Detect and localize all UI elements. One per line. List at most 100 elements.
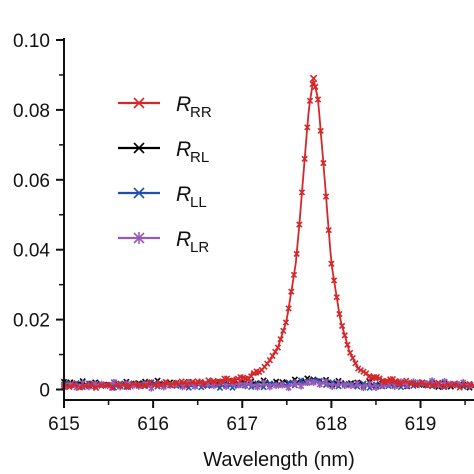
marker-stroke <box>133 187 145 199</box>
y-tick-label: 0.02 <box>13 311 50 332</box>
data-point <box>325 226 332 234</box>
legend-entry-r-rr: RRR <box>118 93 212 121</box>
x-tick-label: 616 <box>137 414 169 435</box>
marker-stroke <box>445 381 453 389</box>
marker-stroke <box>157 381 164 389</box>
data-point <box>316 380 323 388</box>
marker-stroke <box>194 378 201 385</box>
marker-stroke <box>178 378 185 385</box>
data-point <box>341 332 348 339</box>
data-point <box>162 378 169 385</box>
data-point <box>108 384 116 392</box>
plot-area <box>60 74 474 392</box>
marker-stroke <box>395 380 402 387</box>
marker-stroke <box>92 384 100 392</box>
series-line <box>63 78 474 390</box>
marker-stroke <box>365 373 372 381</box>
data-point <box>403 377 410 384</box>
marker-stroke <box>288 288 295 295</box>
series-r-rr <box>60 74 474 392</box>
data-point <box>419 379 426 386</box>
marker-stroke <box>293 250 300 258</box>
peak-point <box>309 74 318 83</box>
marker-stroke <box>125 384 132 391</box>
data-point <box>322 193 330 200</box>
marker-stroke <box>71 380 78 388</box>
marker-stroke <box>306 97 314 104</box>
data-point <box>372 383 380 391</box>
marker-stroke <box>379 377 386 385</box>
data-point <box>280 327 287 334</box>
marker-stroke <box>66 383 73 391</box>
data-point <box>66 383 73 391</box>
marker-stroke <box>408 380 415 387</box>
data-point <box>397 380 405 387</box>
marker-stroke <box>205 377 212 384</box>
marker-stroke <box>349 354 356 362</box>
marker-stroke <box>216 384 224 392</box>
y-tick-label: 0.04 <box>13 241 50 262</box>
marker-stroke <box>76 384 84 391</box>
marker-stroke <box>461 381 469 389</box>
marker-stroke <box>215 379 223 386</box>
marker-stroke <box>119 381 126 389</box>
marker-stroke <box>309 80 316 88</box>
marker-stroke <box>199 381 207 388</box>
marker-stroke <box>352 360 359 367</box>
data-point <box>178 378 185 385</box>
data-point <box>333 294 340 301</box>
data-point <box>277 336 284 343</box>
data-point <box>297 382 305 390</box>
data-point <box>285 383 292 392</box>
marker-stroke <box>373 373 381 381</box>
marker-stroke <box>314 96 322 103</box>
marker-stroke <box>274 344 282 351</box>
legend-entry-r-ll: RLL <box>118 183 207 211</box>
marker-stroke <box>285 305 292 312</box>
data-point <box>210 377 217 384</box>
data-point <box>194 378 201 385</box>
marker-stroke <box>322 193 330 200</box>
data-point <box>76 384 84 391</box>
data-point <box>349 354 356 362</box>
data-point <box>288 288 295 295</box>
marker-stroke <box>266 356 274 364</box>
data-point <box>298 189 306 196</box>
data-point <box>266 356 274 364</box>
data-point <box>312 83 319 91</box>
legend-label-subscript: RL <box>190 149 209 166</box>
marker-stroke <box>451 380 458 387</box>
data-point <box>360 383 367 392</box>
data-point <box>130 380 137 387</box>
data-point <box>151 382 159 389</box>
data-point <box>335 379 342 387</box>
data-point <box>467 381 474 389</box>
marker-stroke <box>210 377 217 384</box>
marker-stroke <box>330 277 338 284</box>
legend-label-subscript: LR <box>190 239 209 256</box>
data-point <box>205 377 212 384</box>
marker-stroke <box>301 155 308 163</box>
marker-stroke <box>277 336 284 343</box>
marker-stroke <box>133 142 145 154</box>
marker-stroke <box>424 382 431 389</box>
data-point <box>329 382 336 390</box>
data-point <box>314 96 322 103</box>
marker-stroke <box>237 373 244 381</box>
marker-stroke <box>141 382 148 390</box>
data-point <box>445 381 453 389</box>
marker-stroke <box>325 226 332 234</box>
marker-stroke <box>135 381 143 389</box>
marker-stroke <box>151 382 159 389</box>
x-tick-label: 619 <box>405 414 437 435</box>
marker-stroke <box>397 380 405 387</box>
marker-stroke <box>130 380 137 387</box>
data-point <box>301 155 308 163</box>
marker-stroke <box>419 379 426 386</box>
marker-stroke <box>296 221 303 228</box>
marker-stroke <box>338 322 346 330</box>
legend-label: R <box>176 138 191 161</box>
marker-stroke <box>440 383 447 390</box>
data-point <box>322 378 330 386</box>
